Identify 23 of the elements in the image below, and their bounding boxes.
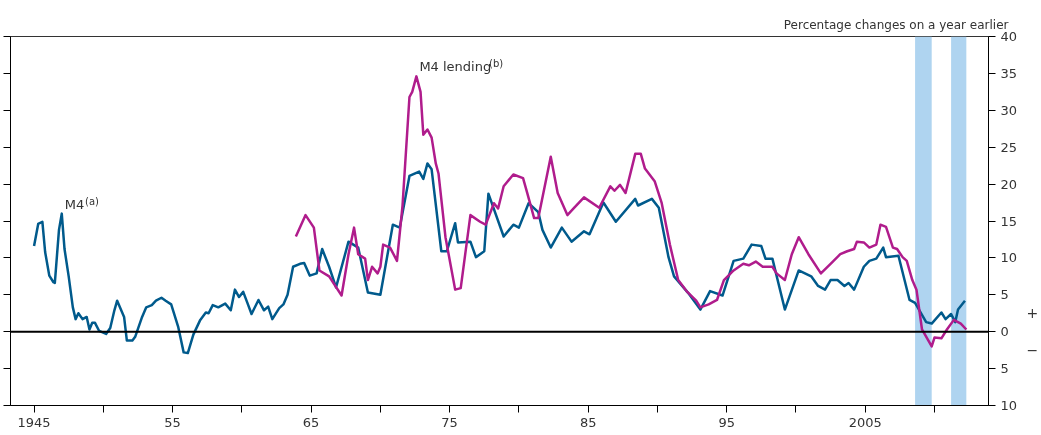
y-tick-label: 10 [1000, 398, 1018, 413]
y-tick-label: 10 [1000, 250, 1018, 266]
x-tick-label: 2005 [848, 414, 882, 430]
x-tick-label: 65 [302, 414, 320, 430]
x-tick-label: 85 [579, 414, 597, 430]
y-tick-label: 0 [1000, 324, 1009, 340]
y-axis-title: Percentage changes on a year earlier [783, 17, 1009, 32]
y-tick-label: 40 [1000, 29, 1018, 44]
y-tick-label: 35 [1000, 65, 1018, 81]
x-tick-label: 55 [164, 414, 181, 430]
x-tick-label: 95 [718, 414, 735, 430]
text: + [1026, 305, 1039, 322]
y-tick-label: 30 [1000, 102, 1018, 118]
y-tick-label: 25 [1000, 139, 1018, 155]
line-series [294, 75, 968, 348]
text: − [1026, 342, 1039, 359]
line-series [32, 162, 967, 355]
x-tick-label: 1945 [17, 414, 51, 430]
x-tick-label: 75 [441, 414, 458, 430]
y-tick-label: 15 [1000, 213, 1018, 229]
y-tick-label: 20 [1000, 176, 1018, 192]
y-tick-label: 5 [1000, 361, 1009, 377]
y-tick-label: 5 [1000, 287, 1009, 303]
